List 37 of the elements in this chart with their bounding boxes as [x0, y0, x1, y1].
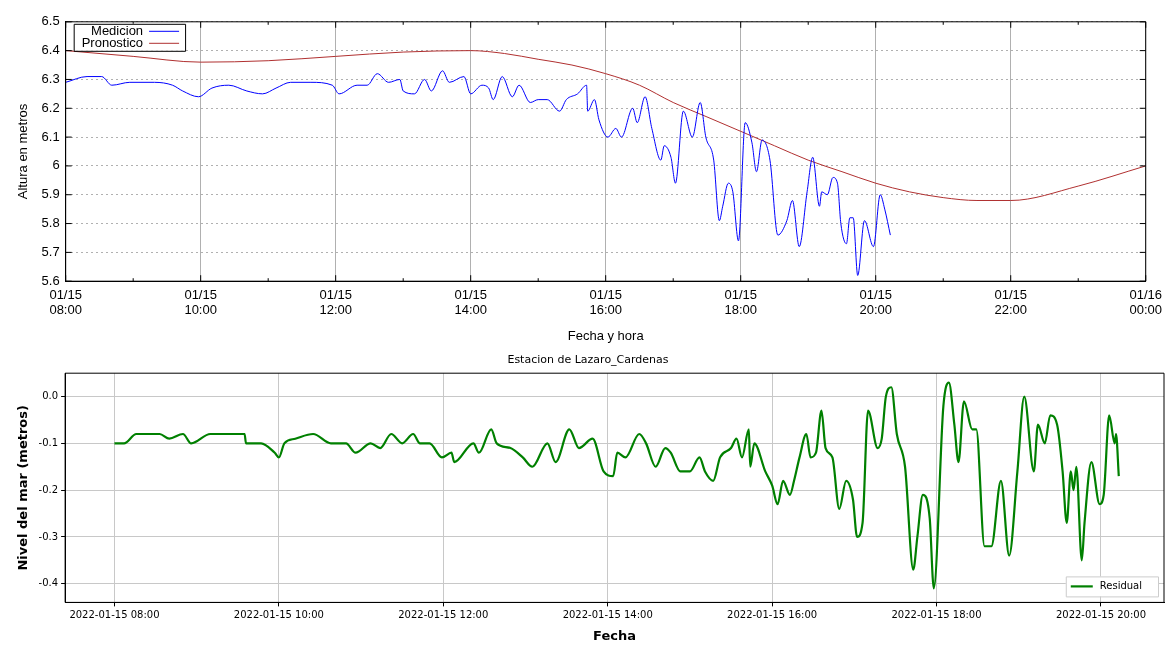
x-axis-title: Fecha y hora	[567, 327, 645, 343]
x-tick-label: 2022-01-15 10:00	[233, 608, 324, 620]
x-tick-label: 2022-01-15 14:00	[562, 608, 653, 620]
y-axis-title: Nivel del mar (metros)	[15, 405, 31, 571]
x-tick-label: 01/16 00:00	[1129, 286, 1163, 318]
y-axis-title: Altura en metros	[15, 103, 31, 200]
y-tick-label: -0.3	[38, 530, 59, 542]
x-tick-label: 01/15 14:00	[454, 286, 487, 318]
y-tick-label: 6.4	[41, 42, 60, 58]
y-tick-label: 5.8	[41, 215, 60, 231]
legend-label: Residual	[1099, 579, 1142, 591]
x-tick-label: 01/15 18:00	[724, 286, 757, 318]
x-tick-label: 01/15 20:00	[859, 286, 892, 318]
y-tick-label: 5.6	[41, 272, 60, 288]
x-tick-label: 01/15 12:00	[319, 286, 352, 318]
x-tick-label: 2022-01-15 16:00	[727, 608, 818, 620]
x-tick-label: 2022-01-15 20:00	[1055, 608, 1147, 620]
x-tick-label: 2022-01-15 08:00	[69, 608, 160, 620]
x-tick-label: 01/15 16:00	[589, 286, 622, 318]
x-tick-label: 01/15 10:00	[184, 286, 217, 318]
y-tick-label: -0.1	[38, 436, 59, 448]
chart-title: Estacion de Lazaro_Cardenas	[507, 353, 669, 367]
y-tick-label: 6.5	[41, 13, 60, 29]
y-tick-label: 0.0	[42, 390, 59, 402]
x-tick-label: 2022-01-15 12:00	[398, 608, 489, 620]
x-tick-label: 01/15 08:00	[49, 286, 82, 318]
y-tick-label: 6.2	[41, 99, 60, 115]
y-tick-label: -0.4	[38, 577, 59, 589]
x-tick-label: 01/15 22:00	[994, 286, 1027, 318]
x-axis-title: Fecha	[593, 627, 637, 643]
y-tick-label: -0.2	[38, 483, 59, 495]
y-tick-label: 5.7	[41, 243, 60, 259]
x-tick-label: 2022-01-15 18:00	[891, 608, 982, 620]
y-tick-label: 6.3	[41, 71, 60, 87]
y-tick-label: 5.9	[41, 186, 60, 202]
y-tick-label: 6.1	[41, 128, 60, 144]
y-tick-label: 6	[52, 157, 60, 173]
